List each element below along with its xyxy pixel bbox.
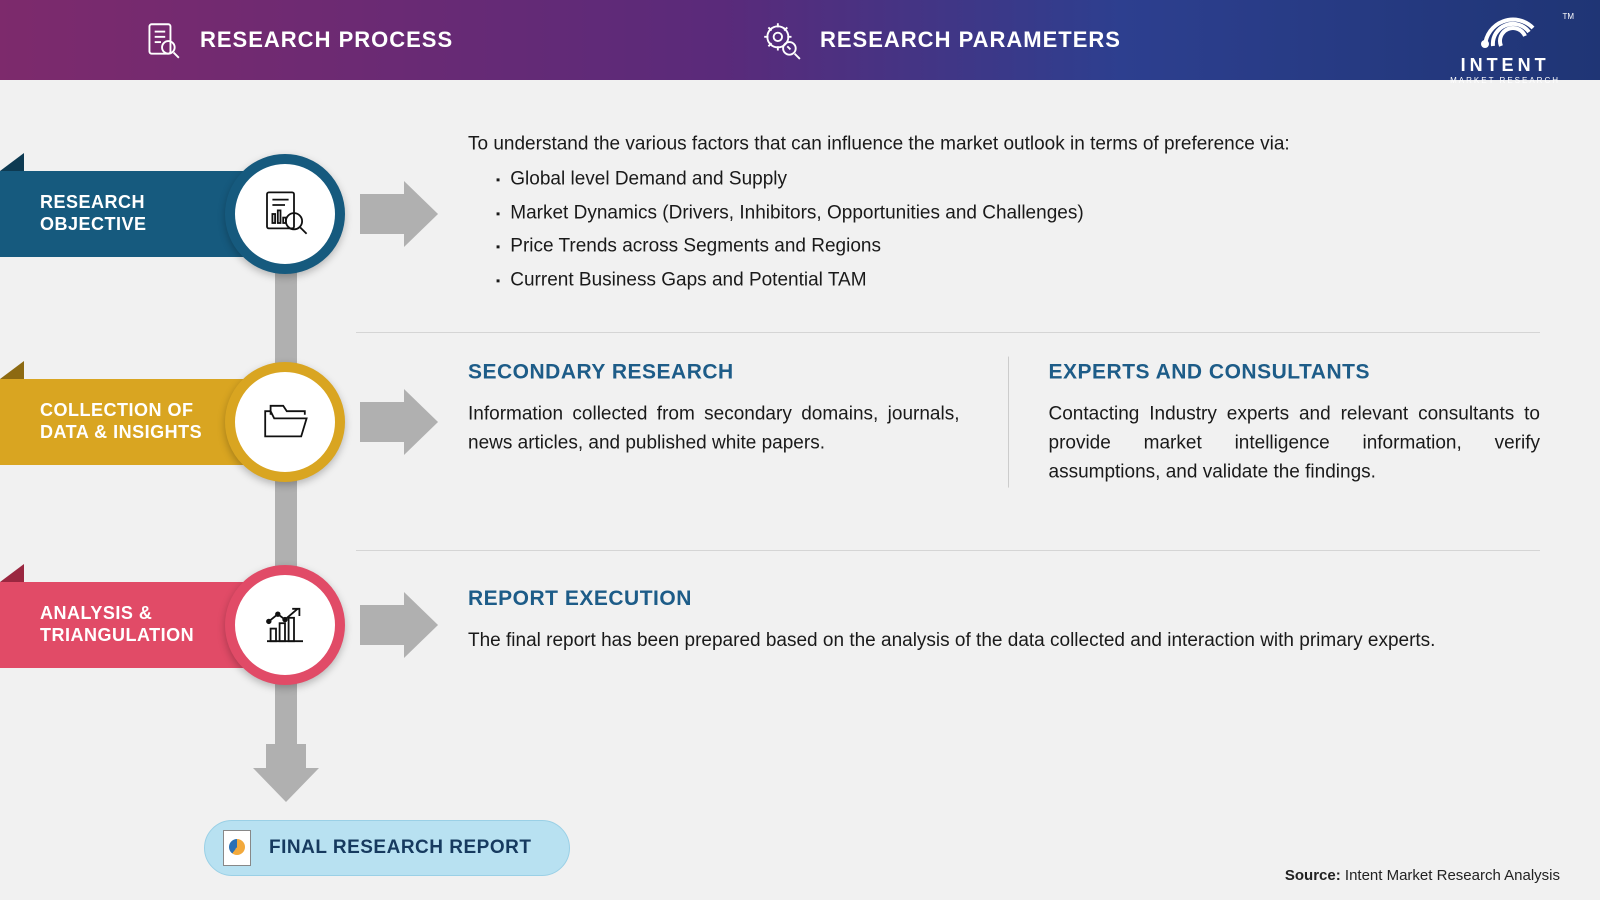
final-research-report-pill: FINAL RESEARCH REPORT xyxy=(204,820,570,876)
col-secondary-research: SECONDARY RESEARCH Information collected… xyxy=(468,357,960,488)
subhead: SECONDARY RESEARCH xyxy=(468,357,960,390)
step2-detail: SECONDARY RESEARCH Information collected… xyxy=(468,357,1540,488)
step-badge xyxy=(225,154,345,274)
report-doc-icon xyxy=(223,830,251,866)
brand-logo: INTENT MARKET RESEARCH TM xyxy=(1450,8,1560,85)
logo-text: INTENT xyxy=(1450,55,1560,76)
step1-detail: To understand the various factors that c… xyxy=(468,129,1540,298)
bullet-item: Current Business Gaps and Potential TAM xyxy=(496,265,1540,294)
subhead: REPORT EXECUTION xyxy=(468,583,1540,616)
step-badge xyxy=(225,362,345,482)
bullet-item: Global level Demand and Supply xyxy=(496,165,1540,194)
step3-body: The final report has been prepared based… xyxy=(468,626,1540,655)
step-analysis-triangulation: ANALYSIS & TRIANGULATION REPORT EXECUTIO… xyxy=(0,530,1600,720)
logo-arc-icon xyxy=(1475,8,1535,48)
step1-intro: To understand the various factors that c… xyxy=(468,129,1540,158)
ribbon-fold xyxy=(0,153,24,171)
step1-bullets: Global level Demand and Supply Market Dy… xyxy=(468,165,1540,295)
final-label: FINAL RESEARCH REPORT xyxy=(269,837,531,859)
header-right: RESEARCH PARAMETERS xyxy=(760,19,1121,61)
logo-tm: TM xyxy=(1562,12,1574,21)
header-right-title: RESEARCH PARAMETERS xyxy=(820,27,1121,53)
bullet-item: Market Dynamics (Drivers, Inhibitors, Op… xyxy=(496,198,1540,227)
col-body: Contacting Industry experts and relevant… xyxy=(1049,399,1541,487)
col-body: Information collected from secondary dom… xyxy=(468,399,960,458)
document-search-icon xyxy=(258,187,312,241)
gear-search-icon xyxy=(760,19,802,61)
chart-growth-icon xyxy=(258,598,312,652)
bullet-item: Price Trends across Segments and Regions xyxy=(496,232,1540,261)
source-attribution: Source: Intent Market Research Analysis xyxy=(1285,867,1560,884)
source-text: Intent Market Research Analysis xyxy=(1341,867,1560,884)
step-badge xyxy=(225,565,345,685)
ribbon-fold xyxy=(0,361,24,379)
header-bar: RESEARCH PROCESS RESEARCH PARAMETERS INT… xyxy=(0,0,1600,80)
step-data-collection: COLLECTION OF DATA & INSIGHTS SECONDARY … xyxy=(0,322,1600,522)
arrow-down-icon xyxy=(253,768,319,802)
header-left: RESEARCH PROCESS xyxy=(140,19,740,61)
content-area: RESEARCH OBJECTIVE To understand the var… xyxy=(0,80,1600,900)
ribbon-fold xyxy=(0,564,24,582)
step-research-objective: RESEARCH OBJECTIVE To understand the var… xyxy=(0,114,1600,314)
step3-detail: REPORT EXECUTION The final report has be… xyxy=(468,583,1540,655)
subhead: EXPERTS AND CONSULTANTS xyxy=(1049,357,1541,390)
folder-open-icon xyxy=(258,395,312,449)
col-experts-consultants: EXPERTS AND CONSULTANTS Contacting Indus… xyxy=(1008,357,1541,488)
clipboard-search-icon xyxy=(140,19,182,61)
source-prefix: Source: xyxy=(1285,867,1341,884)
header-left-title: RESEARCH PROCESS xyxy=(200,27,453,53)
